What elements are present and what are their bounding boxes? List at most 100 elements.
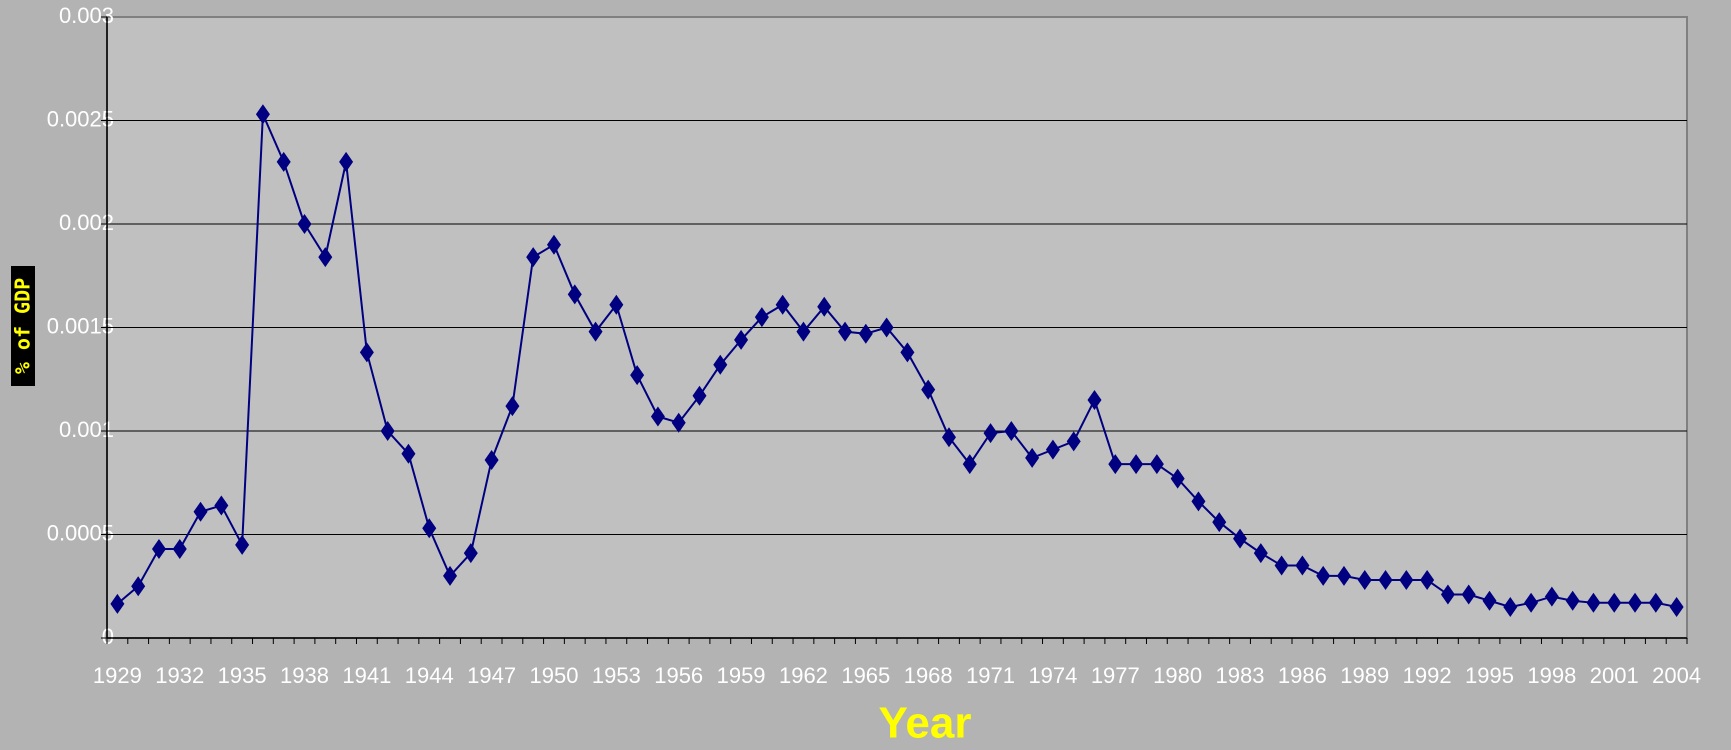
x-tick-label: 1980 — [1153, 663, 1202, 688]
data-point — [1607, 592, 1622, 613]
data-point — [817, 296, 832, 317]
data-point — [172, 538, 187, 559]
x-tick-label: 1995 — [1465, 663, 1514, 688]
x-tick-label: 1956 — [654, 663, 703, 688]
x-tick-label: 1935 — [218, 663, 267, 688]
x-tick-label: 1992 — [1403, 663, 1452, 688]
data-point — [1628, 592, 1643, 613]
data-point — [941, 427, 956, 448]
data-point — [297, 214, 312, 234]
data-point — [1503, 596, 1518, 617]
x-tick-label: 1950 — [529, 663, 578, 688]
x-tick-label: 1998 — [1527, 663, 1576, 688]
data-point — [1212, 512, 1227, 533]
data-point — [838, 321, 853, 342]
data-point — [422, 518, 437, 539]
y-tick-label: 0.003 — [59, 3, 114, 28]
y-tick-label: 0.002 — [59, 210, 114, 235]
data-point — [983, 423, 998, 444]
data-point — [1378, 570, 1393, 591]
x-tick-label: 1962 — [779, 663, 828, 688]
data-point — [318, 247, 333, 268]
x-tick-label: 1938 — [280, 663, 329, 688]
data-point — [193, 501, 208, 522]
data-point — [443, 565, 458, 586]
data-point — [1066, 431, 1081, 452]
data-point — [962, 454, 977, 475]
data-point — [359, 342, 374, 363]
data-point — [1336, 565, 1351, 586]
data-point — [151, 538, 166, 559]
data-point — [255, 104, 270, 125]
x-tick-label: 1989 — [1340, 663, 1389, 688]
data-point — [900, 342, 915, 363]
data-point — [1461, 584, 1476, 605]
x-tick-label: 1932 — [155, 663, 204, 688]
x-tick-label: 1977 — [1091, 663, 1140, 688]
data-point — [1170, 468, 1185, 489]
x-tick-label: 1947 — [467, 663, 516, 688]
data-point — [588, 321, 603, 342]
data-line — [116, 113, 1677, 608]
x-tick-label: 1968 — [904, 663, 953, 688]
data-point — [858, 323, 873, 344]
data-point — [1295, 555, 1310, 576]
data-point — [1482, 590, 1497, 611]
data-point — [1191, 491, 1206, 512]
x-tick-label: 2004 — [1652, 663, 1701, 688]
data-point — [879, 317, 894, 338]
x-tick-label: 1941 — [342, 663, 391, 688]
y-axis-label: % of GDP — [11, 278, 35, 374]
data-point — [1648, 592, 1663, 613]
data-point — [734, 329, 749, 350]
data-point — [1233, 528, 1248, 549]
data-point — [1440, 584, 1455, 605]
data-point — [1420, 570, 1435, 591]
data-point — [796, 321, 811, 342]
data-point — [131, 576, 146, 597]
data-point — [526, 247, 541, 268]
y-tick-label: 0.001 — [59, 417, 114, 442]
data-point — [1108, 454, 1123, 475]
x-tick-label: 1959 — [717, 663, 766, 688]
data-point — [235, 534, 250, 555]
data-point — [546, 234, 561, 255]
data-point — [1253, 543, 1268, 564]
data-point — [401, 443, 416, 464]
x-tick-label: 1974 — [1028, 663, 1077, 688]
data-point — [1149, 454, 1164, 475]
data-point — [1025, 447, 1040, 468]
data-point — [650, 406, 665, 427]
y-axis-label-group: % of GDP — [11, 266, 35, 386]
data-point — [1274, 555, 1289, 576]
data-point — [1129, 454, 1144, 475]
data-point — [1565, 590, 1580, 611]
data-point — [1357, 570, 1372, 591]
data-point — [505, 396, 520, 417]
data-point — [671, 412, 686, 433]
data-point — [609, 294, 624, 315]
data-point — [484, 449, 499, 470]
data-point — [380, 421, 395, 441]
data-point — [1004, 421, 1019, 441]
x-tick-label: 1986 — [1278, 663, 1327, 688]
y-tick-label: 0.0015 — [47, 313, 114, 338]
x-tick-label: 1944 — [405, 663, 454, 688]
data-point — [339, 151, 354, 172]
data-point — [1524, 592, 1539, 613]
data-point — [754, 307, 769, 328]
x-tick-label: 1953 — [592, 663, 641, 688]
data-point — [463, 543, 478, 564]
data-point — [1045, 439, 1060, 460]
data-point — [110, 593, 125, 614]
y-tick-label: 0.0025 — [47, 106, 114, 131]
x-axis-label: Year — [879, 699, 972, 748]
data-point — [567, 284, 582, 305]
data-point — [921, 379, 936, 400]
data-point — [214, 495, 229, 516]
data-point — [1399, 570, 1414, 591]
x-tick-label: 1965 — [841, 663, 890, 688]
x-tick-label: 1983 — [1216, 663, 1265, 688]
data-point — [713, 354, 728, 375]
